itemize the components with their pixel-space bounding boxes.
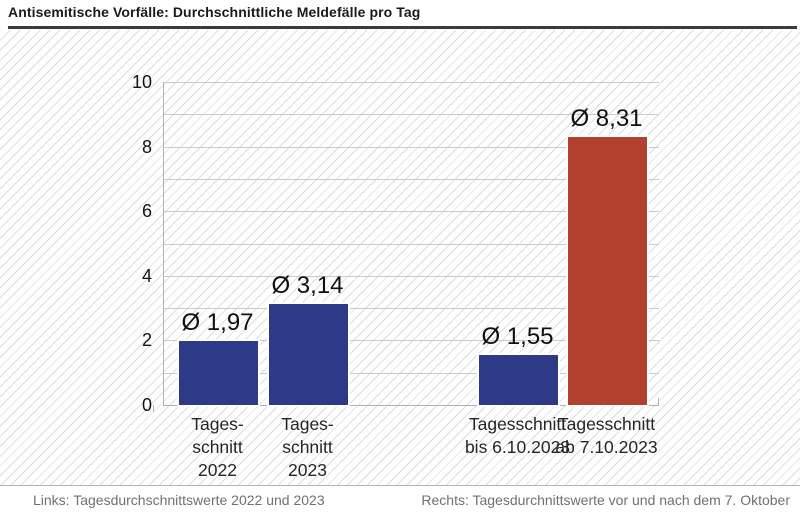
y-tick-label: 10 [131, 72, 152, 92]
chart-title: Antisemitische Vorfälle: Durchschnittlic… [8, 4, 421, 20]
x-category-label-line: Tagesschnitt [557, 414, 656, 434]
title-rule [8, 26, 797, 29]
x-category-label: Tages-schnitt 2023 [233, 413, 383, 482]
gridline [164, 340, 659, 342]
caption-row: Links: Tagesdurchschnittswerte 2022 und … [0, 490, 800, 510]
axis-tick-right [658, 398, 659, 405]
x-category-label-line: ab 7.10.2023 [555, 437, 658, 457]
gridline [164, 82, 659, 83]
caption-right: Rechts: Tagesdurchnittswerte vor und nac… [421, 492, 790, 508]
bar-value-label: Ø 8,31 [570, 104, 643, 132]
x-category-label-line: 2023 [288, 460, 327, 480]
bar-value-label: Ø 1,55 [481, 322, 554, 350]
x-category-label-line: schnitt [192, 437, 243, 457]
y-tick-label: 6 [141, 201, 152, 222]
caption-left: Links: Tagesdurchschnittswerte 2022 und … [33, 492, 325, 508]
x-category-label-line: Tages- [191, 414, 244, 434]
y-tick-label: 8 [141, 136, 152, 157]
axis-tick-left [153, 405, 154, 412]
x-category-label: Tagesschnitt bis 6.10.2023 [443, 413, 593, 459]
y-tick-label: 4 [141, 265, 152, 286]
bar-2 [267, 301, 350, 408]
x-category-label-line: Tagesschnitt [468, 414, 567, 434]
bar-1 [177, 339, 260, 407]
x-category-label-line: schnitt [282, 437, 333, 457]
bar-3 [477, 352, 560, 408]
x-category-label-line: bis 6.10.2023 [464, 437, 571, 457]
plot-area [163, 82, 659, 408]
gridline [164, 146, 659, 148]
x-category-label-line: 2022 [198, 460, 237, 480]
x-category-label-line: Tages- [281, 414, 334, 434]
y-tick-label: 2 [141, 330, 152, 351]
gridline [164, 243, 659, 245]
gridline [164, 211, 659, 213]
gridline [164, 114, 659, 116]
x-category-label: Tages-schnitt 2022 [143, 413, 293, 482]
gridline [164, 275, 659, 277]
gridline [164, 178, 659, 180]
gridline [164, 308, 659, 310]
chart-background: 0 2 4 6 8 10 Ø 1,97 Ø 3,14 Ø 1,55 Ø 8,31 Tages-s… [0, 30, 800, 486]
bar-4 [566, 134, 649, 408]
y-tick-label: 0 [141, 395, 152, 415]
bar-value-label: Ø 1,97 [181, 309, 254, 337]
x-category-label: Tagesschnitt ab 7.10.2023 [532, 413, 682, 459]
bar-value-label: Ø 3,14 [271, 271, 344, 299]
gridline [164, 372, 659, 374]
